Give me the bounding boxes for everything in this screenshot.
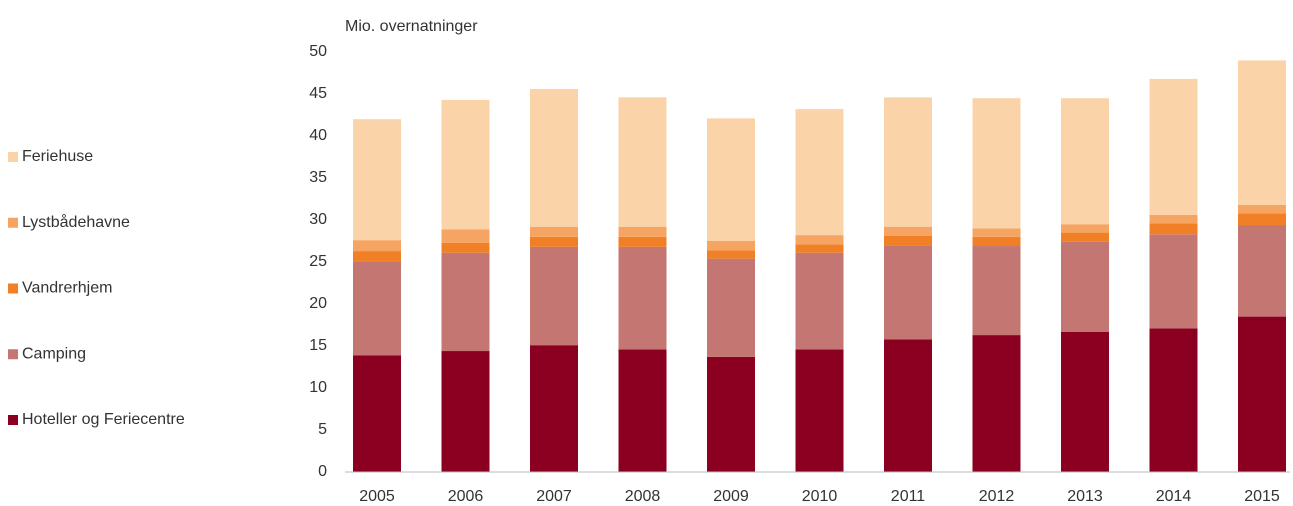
bar-segment	[530, 226, 578, 237]
y-axis-label: Mio. overnatninger	[345, 18, 478, 35]
bar-segment	[1061, 241, 1109, 332]
legend-swatch	[8, 415, 18, 425]
bar-segment	[884, 97, 932, 227]
bar-segment	[441, 229, 490, 243]
y-tick-label: 15	[309, 337, 327, 354]
bar-segment	[707, 250, 755, 259]
bar-segment	[884, 245, 932, 340]
bar-segment	[1061, 232, 1109, 242]
bar-segment	[530, 236, 578, 247]
bar-segment	[1238, 60, 1286, 205]
y-tick-label: 25	[309, 253, 327, 270]
bar-segment	[1061, 98, 1109, 225]
bar-segment	[441, 351, 490, 472]
x-tick-label: 2009	[713, 488, 749, 505]
bar-segment	[795, 235, 844, 245]
x-tick-label: 2007	[536, 488, 572, 505]
bar-segment	[795, 244, 844, 253]
legend-swatch	[8, 152, 18, 162]
bar-segment	[353, 261, 401, 356]
bar-segment	[353, 240, 401, 252]
y-tick-label: 40	[309, 127, 327, 144]
bar-segment	[441, 242, 490, 253]
x-tick-label: 2011	[891, 488, 926, 505]
bar-segment	[353, 355, 401, 472]
bar-segment	[530, 345, 578, 472]
y-tick-label: 10	[309, 379, 327, 396]
x-tick-label: 2010	[802, 488, 838, 505]
bar-segment	[530, 246, 578, 346]
bar-segment	[972, 228, 1021, 237]
y-tick-label: 5	[318, 421, 327, 438]
legend-swatch	[8, 283, 18, 294]
bar-segment	[1238, 316, 1286, 472]
bar-segment	[795, 109, 844, 236]
bar-segment	[1238, 213, 1286, 226]
bar-segment	[707, 241, 755, 251]
bar-segment	[441, 252, 490, 352]
bar-segment	[884, 339, 932, 472]
x-tick-label: 2012	[979, 488, 1015, 505]
x-tick-label: 2015	[1244, 488, 1280, 505]
x-tick-label: 2005	[359, 488, 395, 505]
x-tick-label: 2014	[1156, 488, 1192, 505]
bar-segment	[972, 98, 1021, 229]
bar-segment	[353, 119, 401, 241]
bar-segment	[353, 251, 401, 262]
bar-segment	[1149, 328, 1198, 472]
bar-segment	[1061, 224, 1109, 233]
legend-label: Hoteller og Feriecentre	[22, 411, 185, 428]
bar-segment	[795, 349, 844, 472]
bar-segment	[618, 236, 667, 247]
y-tick-label: 30	[309, 211, 327, 228]
y-tick-label: 0	[318, 463, 327, 480]
bar-segment	[884, 226, 932, 236]
bar-segment	[1238, 204, 1286, 214]
bar-segment	[1149, 234, 1198, 329]
legend-label: Feriehuse	[22, 148, 93, 165]
bar-segment	[795, 252, 844, 350]
bar-segment	[1149, 214, 1198, 224]
bar-segment	[1149, 78, 1198, 215]
bar-segment	[707, 356, 755, 472]
bar-segment	[1061, 331, 1109, 472]
x-tick-label: 2008	[625, 488, 661, 505]
bar-segment	[1238, 225, 1286, 317]
bar-segment	[707, 118, 755, 241]
y-tick-label: 35	[309, 169, 327, 186]
bar-segment	[972, 236, 1021, 247]
bar-segment	[707, 258, 755, 357]
bar-segment	[972, 246, 1021, 336]
bar-segment	[618, 97, 667, 227]
bar-segment	[618, 226, 667, 237]
bar-segment	[1149, 223, 1198, 235]
legend-swatch	[8, 217, 18, 228]
bar-segment	[972, 335, 1021, 472]
bar-segment	[441, 99, 490, 230]
bar-segment	[530, 88, 578, 227]
x-tick-label: 2006	[448, 488, 484, 505]
legend-swatch	[8, 349, 18, 360]
bar-segment	[618, 349, 667, 472]
legend-label: Lystbådehavne	[22, 213, 130, 231]
y-tick-label: 50	[309, 43, 327, 60]
bar-segment	[884, 235, 932, 246]
legend-label: Camping	[22, 345, 86, 362]
y-tick-label: 20	[309, 295, 327, 312]
y-tick-label: 45	[309, 85, 327, 102]
bar-segment	[618, 246, 667, 350]
x-tick-label: 2013	[1067, 488, 1103, 505]
legend-label: Vandrerhjem	[22, 280, 112, 297]
